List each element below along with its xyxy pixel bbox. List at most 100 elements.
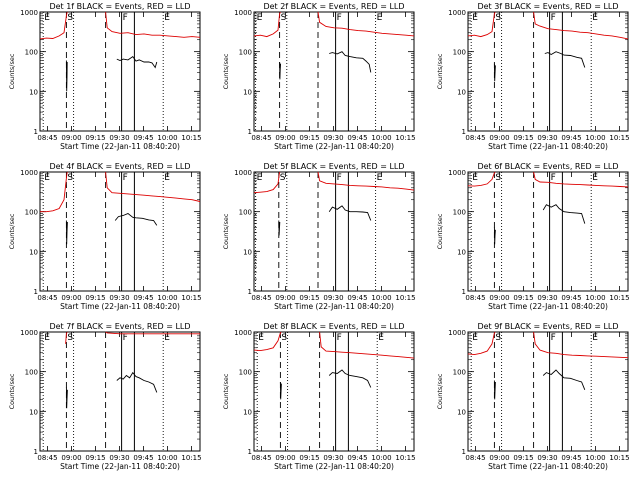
plot-frame (467, 171, 629, 292)
x-tick-label: 10:15 (395, 294, 415, 302)
lld-series-line (253, 331, 282, 352)
y-tick-label: 100 (239, 49, 252, 57)
x-tick-label: 08:45 (251, 134, 271, 142)
y-tick-label: 1 (462, 448, 466, 456)
events-series-line (328, 369, 372, 388)
marker-label: E (592, 173, 598, 183)
plot-frame (39, 11, 201, 132)
lld-series-line (317, 11, 415, 37)
x-tick-label: 10:00 (371, 134, 391, 142)
x-tick-label: 09:15 (299, 294, 319, 302)
x-tick-label: 10:00 (585, 454, 605, 462)
x-tick-label: 10:00 (371, 454, 391, 462)
x-tick-label: 08:45 (465, 134, 485, 142)
events-series-line (328, 205, 372, 221)
panel-title: Det 1f BLACK = Events, RED = LLD (49, 2, 190, 11)
marker-label: E (44, 13, 50, 23)
x-tick-label: 09:00 (275, 294, 295, 302)
y-tick-label: 10 (29, 248, 38, 256)
events-series-line (65, 387, 68, 409)
x-tick-label: 09:45 (133, 294, 153, 302)
marker-label: F (123, 13, 128, 23)
x-tick-label: 09:30 (109, 134, 129, 142)
y-tick-label: 100 (453, 209, 466, 217)
x-tick-label: 09:45 (561, 134, 581, 142)
x-tick-label: 09:15 (299, 134, 319, 142)
x-tick-label: 09:30 (323, 454, 343, 462)
marker-label: E (44, 173, 50, 183)
panel-title: Det 7f BLACK = Events, RED = LLD (49, 322, 190, 331)
marker-label: F (123, 173, 128, 183)
x-tick-label: 09:45 (347, 294, 367, 302)
x-tick-label: 09:45 (561, 294, 581, 302)
lld-series-line (105, 171, 201, 202)
marker-label: E (164, 173, 170, 183)
y-tick-label: 100 (239, 369, 252, 377)
y-tick-label: 100 (25, 369, 38, 377)
marker-label: E (592, 333, 598, 343)
x-axis-label: Start Time (22-Jan-11 08:40:20) (60, 302, 180, 311)
marker-label: F (337, 13, 342, 23)
y-tick-label: 1 (34, 448, 38, 456)
y-tick-label: 1000 (234, 329, 252, 337)
x-tick-label: 09:30 (323, 294, 343, 302)
lld-series-line (533, 331, 629, 359)
plot-frame (467, 11, 629, 132)
y-axis-label: Counts/sec (8, 53, 16, 89)
panel-det-2: Det 2f BLACK = Events, RED = LLD 1 10 100 10… (222, 2, 416, 151)
marker-label: F (551, 173, 556, 183)
marker-label: S (495, 173, 501, 183)
y-tick-label: 100 (453, 369, 466, 377)
x-axis-label: Start Time (22-Jan-11 08:40:20) (60, 142, 180, 151)
panel-det-4: Det 4f BLACK = Events, RED = LLD 1 10 100 10… (8, 162, 202, 311)
lld-series-line (105, 331, 200, 335)
x-tick-label: 09:00 (275, 134, 295, 142)
x-tick-label: 10:00 (157, 294, 177, 302)
lld-series-line (39, 11, 68, 40)
marker-label: E (257, 13, 263, 23)
marker-label: S (67, 13, 73, 23)
x-tick-label: 09:30 (109, 294, 129, 302)
y-tick-label: 1 (34, 288, 38, 296)
x-axis-label: Start Time (22-Jan-11 08:40:20) (488, 142, 608, 151)
marker-label: E (377, 173, 383, 183)
x-tick-label: 10:15 (395, 134, 415, 142)
marker-label: S (281, 333, 287, 343)
y-axis-label: Counts/sec (436, 373, 444, 409)
plot-frame (467, 331, 629, 452)
y-tick-label: 1 (248, 128, 252, 136)
panel-det-8: Det 8f BLACK = Events, RED = LLD 1 10 100 10… (222, 322, 416, 471)
x-tick-label: 09:45 (347, 134, 367, 142)
x-tick-label: 09:00 (61, 294, 81, 302)
x-tick-label: 09:15 (299, 454, 319, 462)
x-tick-label: 08:45 (251, 294, 271, 302)
y-tick-label: 100 (453, 49, 466, 57)
y-tick-label: 10 (457, 248, 466, 256)
x-tick-label: 10:15 (609, 454, 629, 462)
marker-label: E (44, 333, 50, 343)
x-tick-label: 10:15 (181, 454, 201, 462)
y-tick-label: 1 (462, 288, 466, 296)
y-tick-label: 1 (34, 128, 38, 136)
panel-det-6: Det 6f BLACK = Events, RED = LLD 1 10 100 10… (436, 162, 630, 311)
x-tick-label: 08:45 (465, 454, 485, 462)
y-axis-label: Counts/sec (8, 373, 16, 409)
events-series-line (279, 61, 282, 80)
events-series-line (65, 60, 68, 92)
panel-det-9: Det 9f BLACK = Events, RED = LLD 1 10 100 10… (436, 322, 630, 471)
lld-series-line (40, 171, 68, 213)
events-series-line (493, 380, 496, 400)
marker-label: S (495, 333, 501, 343)
x-tick-label: 09:15 (513, 454, 533, 462)
events-series-line (542, 204, 586, 224)
marker-label: S (67, 333, 73, 343)
marker-label: E (257, 173, 263, 183)
x-tick-label: 09:30 (537, 294, 557, 302)
plot-frame (253, 331, 415, 452)
y-tick-label: 1000 (20, 9, 38, 17)
y-axis-label: Counts/sec (222, 213, 230, 249)
events-series-line (278, 220, 281, 236)
events-series-line (493, 63, 496, 82)
marker-label: S (67, 173, 73, 183)
x-tick-label: 10:00 (157, 134, 177, 142)
